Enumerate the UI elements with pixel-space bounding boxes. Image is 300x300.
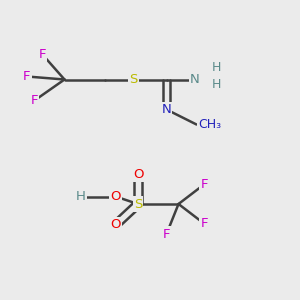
Text: F: F: [200, 178, 208, 191]
Text: CH₃: CH₃: [198, 118, 221, 131]
Text: F: F: [31, 94, 38, 107]
Text: N: N: [190, 73, 200, 86]
Text: S: S: [129, 73, 138, 86]
Text: H: H: [76, 190, 86, 203]
Text: H: H: [211, 77, 221, 91]
Text: F: F: [38, 47, 46, 61]
Text: F: F: [163, 227, 170, 241]
Text: N: N: [162, 103, 171, 116]
Text: S: S: [134, 197, 142, 211]
Text: O: O: [110, 190, 121, 203]
Text: O: O: [110, 218, 121, 232]
Text: F: F: [23, 70, 31, 83]
Text: F: F: [200, 217, 208, 230]
Text: O: O: [133, 167, 143, 181]
Text: H: H: [211, 61, 221, 74]
